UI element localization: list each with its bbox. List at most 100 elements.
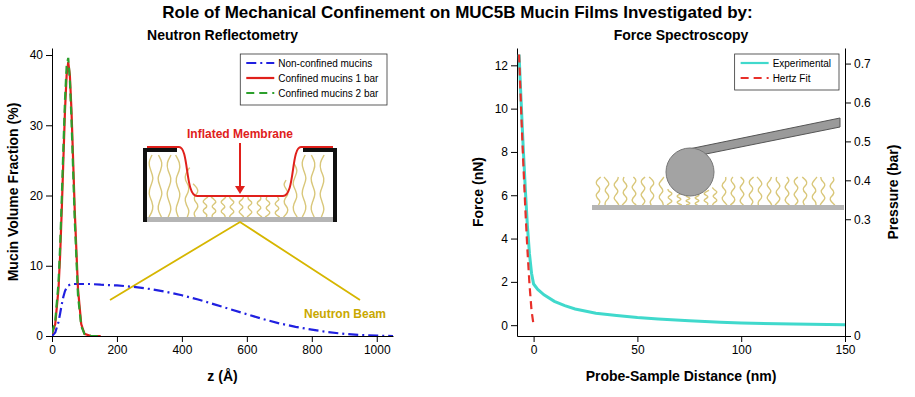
tick-mark: [511, 239, 517, 240]
panel-title: Force Spectroscopy: [614, 27, 749, 43]
tick-mark: [845, 141, 851, 142]
mucin-strand: [830, 177, 835, 205]
tick-mark: [637, 336, 638, 342]
probe-sphere: [666, 148, 714, 196]
axis-title: Probe-Sample Distance (nm): [586, 368, 777, 384]
legend-swatch: [741, 62, 769, 64]
legend-box: [240, 54, 387, 105]
mucin-strand: [775, 177, 780, 205]
mucin-strand: [712, 188, 717, 206]
tick: 40: [30, 48, 52, 62]
tick: 200: [107, 336, 127, 357]
mucin-strand: [320, 155, 324, 217]
mucin-strand: [622, 177, 627, 205]
mucin-strand: [193, 184, 198, 217]
data-line: [519, 54, 845, 324]
tick: 600: [237, 336, 257, 357]
mucin-strand: [802, 177, 807, 205]
mucin-strand: [659, 177, 664, 205]
arrow: [239, 143, 241, 188]
tick-mark: [511, 65, 517, 66]
tick: 0: [501, 319, 517, 333]
tick-label: 12: [495, 59, 509, 73]
tick-label: 4: [501, 232, 508, 246]
tick: 400: [172, 336, 192, 357]
neutron-beam: [110, 222, 360, 300]
tick-label: 150: [835, 343, 855, 357]
tick: 20: [30, 189, 52, 203]
mucin-strand: [740, 177, 744, 205]
tick-label: 6: [501, 189, 508, 203]
mucin-strand: [820, 177, 825, 205]
schematic: [110, 143, 360, 300]
axis-title: Mucin Volume Fraction (%): [5, 103, 21, 282]
tick: 12: [495, 59, 517, 73]
substrate: [592, 205, 844, 210]
tick-mark: [511, 152, 517, 153]
data-line: [519, 54, 534, 325]
legend-entry: Confined mucins 2 bar: [246, 88, 379, 99]
tick-label: 50: [631, 343, 645, 357]
legend-label: Non-confined mucins: [278, 58, 372, 69]
tick-label: 0.7: [854, 57, 871, 71]
tick-mark: [46, 196, 52, 197]
y-axis: 024681012: [495, 49, 518, 337]
tick-label: 0.4: [854, 174, 871, 188]
mucin-strand: [596, 177, 601, 205]
tick-label: 40: [30, 48, 44, 62]
mucin-strand: [632, 177, 636, 205]
tick-label: 20: [30, 189, 44, 203]
tick-mark: [741, 336, 742, 342]
tick-label: 0: [36, 329, 43, 343]
tick: 10: [30, 259, 52, 273]
tick: 0.4: [845, 174, 871, 188]
tick: 0.6: [845, 96, 871, 110]
tick-label: 0.5: [854, 135, 871, 149]
cantilever: [684, 118, 840, 156]
legend-label: Hertz Fit: [773, 73, 811, 84]
mucin-strand: [641, 177, 645, 205]
y2-axis: 00.30.40.50.60.7: [845, 49, 871, 344]
tick: 0.5: [845, 135, 871, 149]
mucin-strand: [203, 197, 208, 217]
legend-label: Confined mucins 1 bar: [278, 73, 379, 84]
tick: 6: [501, 189, 517, 203]
mucin-strand: [785, 177, 789, 205]
axis-line: [53, 336, 394, 337]
legend-entry: Confined mucins 1 bar: [246, 73, 379, 84]
legend-entry: Experimental: [741, 58, 831, 69]
data-line: [52, 58, 101, 336]
tick-label: 0.3: [854, 213, 871, 227]
mucin-strand: [293, 164, 297, 217]
panel-title: Neutron Reflectometry: [147, 27, 298, 43]
mucin-strand: [275, 197, 280, 217]
plot-area: [519, 54, 845, 325]
tick-label: 0: [501, 319, 508, 333]
mucin-strand: [302, 155, 306, 217]
tick: 4: [501, 232, 517, 246]
tick-label: 30: [30, 119, 44, 133]
tick-label: 200: [107, 343, 127, 357]
figure: Role of Mechanical Confinement on MUC5B …: [0, 0, 915, 397]
tick: 0: [36, 329, 52, 343]
legend-swatch: [741, 77, 769, 79]
tick-mark: [845, 64, 851, 65]
mucin-strand: [176, 155, 180, 217]
mucin-strand: [167, 155, 171, 217]
tick-mark: [511, 109, 517, 110]
mucin-strand: [604, 177, 609, 205]
tick-label: 1000: [364, 343, 391, 357]
legend-entry: Hertz Fit: [741, 73, 811, 84]
mucin-strand: [265, 197, 270, 217]
tick-mark: [511, 325, 517, 326]
mucin-strand: [257, 197, 262, 217]
mucin-strand: [704, 190, 709, 205]
tick-label: 0.6: [854, 96, 871, 110]
tick: 150: [835, 336, 855, 357]
panel: Neutron ReflectometryInflated MembraneNe…: [5, 27, 394, 384]
mucin-strand: [283, 180, 287, 217]
axis-line: [845, 49, 846, 337]
tick: 100: [732, 336, 752, 357]
panel: Force Spectroscopy05010015002468101200.3…: [470, 27, 901, 384]
legend: Non-confined mucins Confined mucins 1 bar…: [240, 54, 387, 105]
